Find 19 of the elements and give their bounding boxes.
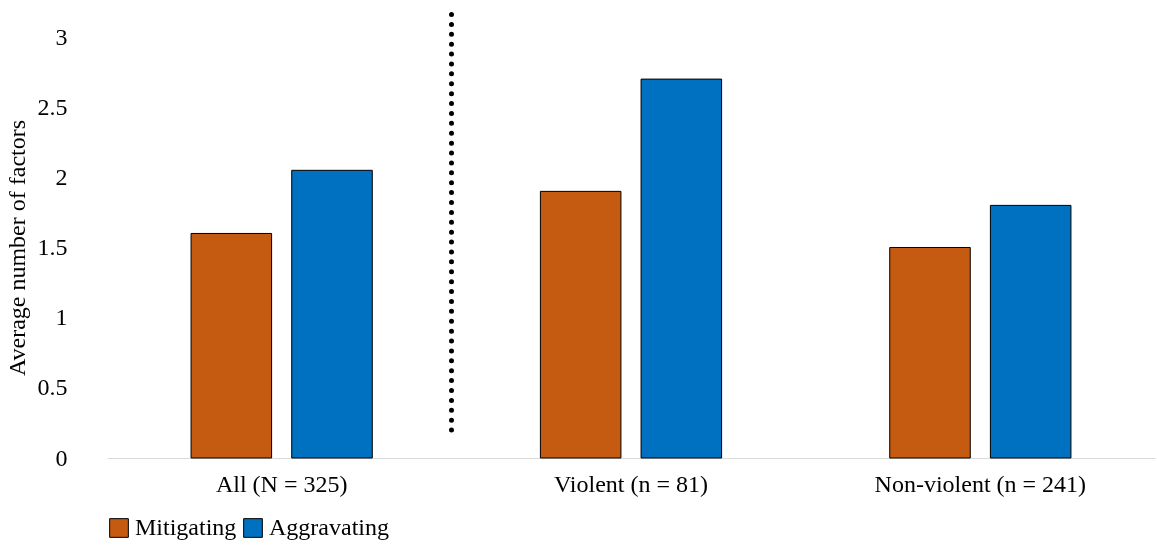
bar (539, 190, 622, 459)
x-tick-label: Violent (n = 81) (553, 470, 709, 497)
y-tick-label: 1 (55, 304, 68, 331)
y-tick-label: 2.5 (37, 93, 68, 120)
legend-label: Aggravating (269, 514, 389, 540)
legend-label: Mitigating (135, 514, 237, 540)
y-tick-label: 0 (55, 444, 68, 471)
bar (291, 169, 373, 459)
bar (640, 78, 723, 459)
bar (989, 204, 1072, 459)
bar (190, 232, 273, 459)
y-axis-title: Average number of factors (3, 119, 30, 377)
y-tick-label: 1.5 (37, 234, 68, 260)
y-tick-label: 0.5 (37, 374, 68, 401)
y-tick-label: 2 (55, 163, 68, 190)
x-tick-label: All (N = 325) (215, 470, 348, 497)
y-tick-label: 3 (55, 23, 68, 50)
x-tick-label: Non-violent (n = 241) (874, 470, 1087, 497)
bar (889, 247, 971, 459)
